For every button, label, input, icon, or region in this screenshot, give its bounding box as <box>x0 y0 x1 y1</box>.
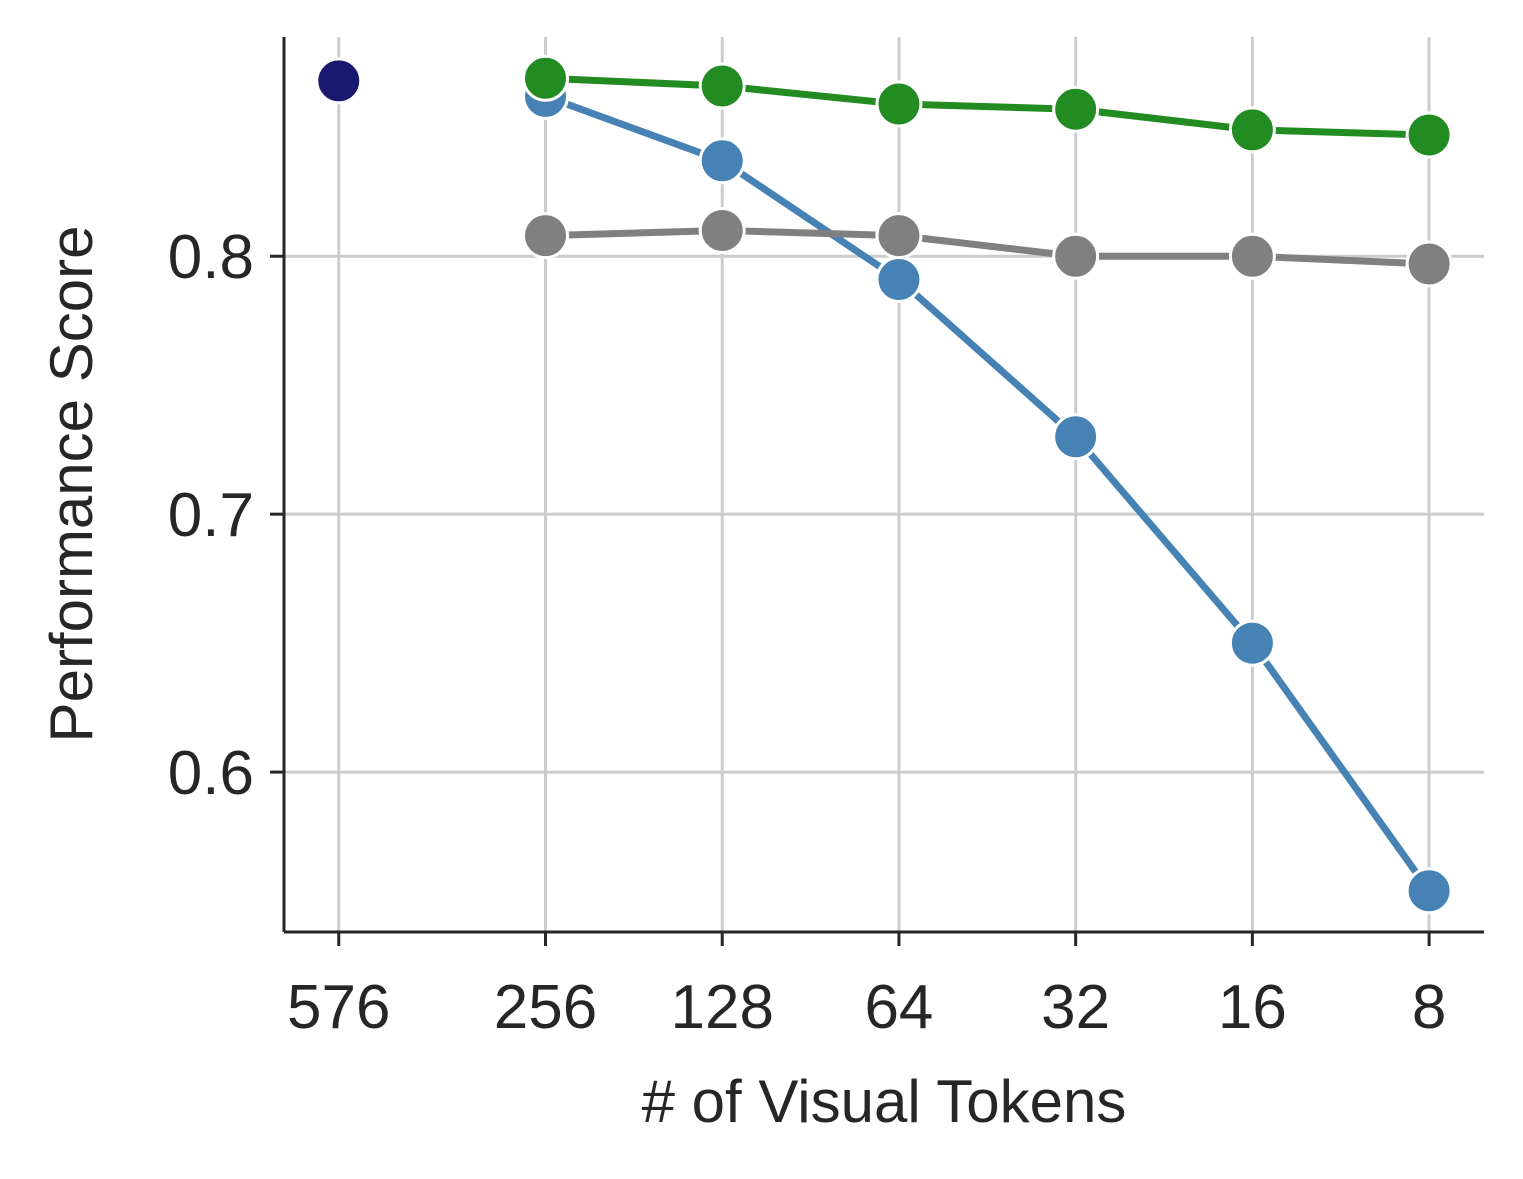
axes <box>270 37 1484 946</box>
x-tick-label: 8 <box>1412 973 1446 1042</box>
data-point <box>1052 232 1100 280</box>
series-line <box>545 226 1430 268</box>
series-line <box>544 93 1432 893</box>
data-point <box>698 62 746 110</box>
y-tick-label: 0.8 <box>168 223 254 292</box>
data-point <box>1405 867 1453 915</box>
data-point <box>1405 111 1453 159</box>
x-tick-label: 16 <box>1218 973 1287 1042</box>
x-tick-label: 256 <box>494 973 597 1042</box>
series-line <box>545 74 1430 139</box>
grid <box>284 37 1484 932</box>
data-point <box>1228 106 1276 154</box>
data-point <box>698 206 746 254</box>
data-point <box>1052 413 1100 461</box>
data-point <box>875 212 923 260</box>
data-point <box>1405 240 1453 288</box>
data-point <box>1228 232 1276 280</box>
data-point <box>522 212 570 260</box>
plot-area <box>315 54 1453 915</box>
data-point <box>1052 85 1100 133</box>
y-tick-label: 0.7 <box>168 481 254 550</box>
y-tick-label: 0.6 <box>168 739 254 808</box>
x-axis-label: # of Visual Tokens <box>642 1068 1127 1135</box>
x-tick-label: 32 <box>1041 973 1110 1042</box>
data-point <box>875 255 923 303</box>
x-tick-label: 576 <box>287 973 390 1042</box>
data-point <box>522 54 570 102</box>
x-tick-label: 64 <box>864 973 933 1042</box>
data-point <box>698 137 746 185</box>
data-point <box>875 80 923 128</box>
data-point <box>1228 619 1276 667</box>
x-tick-label: 128 <box>670 973 773 1042</box>
y-axis-label: Performance Score <box>38 226 105 743</box>
data-point <box>315 57 363 105</box>
